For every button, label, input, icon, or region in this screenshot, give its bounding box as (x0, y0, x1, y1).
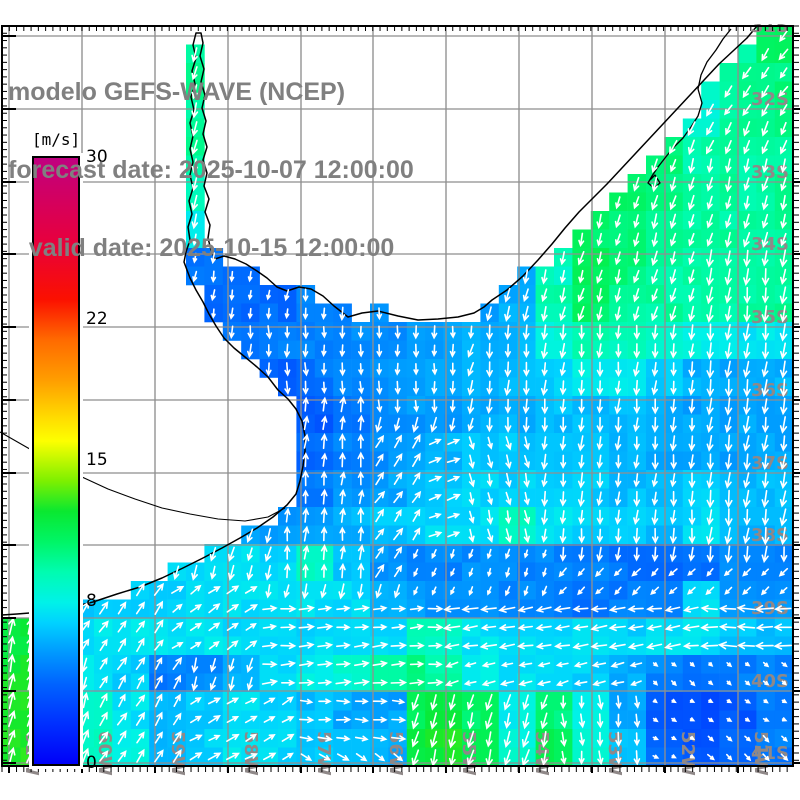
colorbar-tick-label: 0 (86, 753, 97, 773)
lon-label: 54W (531, 731, 552, 776)
forecast-date-label: forecast date: 2025-10-07 12:00:00 (8, 156, 414, 184)
colorbar-tick-label: 8 (86, 591, 97, 612)
lat-label: 41S (751, 743, 789, 764)
lat-label: 34S (751, 234, 789, 255)
model-title: modelo GEFS-WAVE (NCEP) (8, 78, 346, 106)
lon-label: 57W (313, 731, 334, 776)
lat-label: 38S (751, 525, 789, 546)
axis-labels: 31S32S33S34S35S36S37S38S39S40S41S61W60W5… (21, 16, 789, 776)
lat-label: 35S (751, 307, 789, 328)
lon-label: 55W (458, 731, 479, 776)
lon-label: 58W (240, 731, 261, 776)
lat-label: 33S (751, 162, 789, 183)
top-margin-mask (0, 0, 800, 24)
colorbar-tick-label: 22 (86, 308, 108, 329)
colorbar-unit-label: [m/s] (32, 130, 81, 149)
lon-label: 52W (677, 731, 698, 776)
colorbar-gradient (32, 156, 80, 766)
lat-label: 37S (751, 453, 789, 474)
lon-label: 59W (167, 731, 188, 776)
map-title-block: modelo GEFS-WAVE (NCEP) forecast date: 2… (8, 27, 414, 313)
valid-date-label: valid date: 2025-10-15 12:00:00 (8, 234, 395, 262)
wind-direction-arrows (7, 30, 792, 767)
colorbar-tick-label: 30 (86, 147, 108, 167)
map-frame-and-ticks (1, 25, 800, 773)
lat-label: 40S (751, 671, 789, 692)
lon-label: 56W (385, 731, 406, 776)
lat-label: 36S (751, 380, 789, 401)
colorbar-tick-label: 15 (86, 450, 108, 470)
lon-label: 53W (604, 731, 625, 776)
lon-label: 51W (750, 731, 771, 776)
